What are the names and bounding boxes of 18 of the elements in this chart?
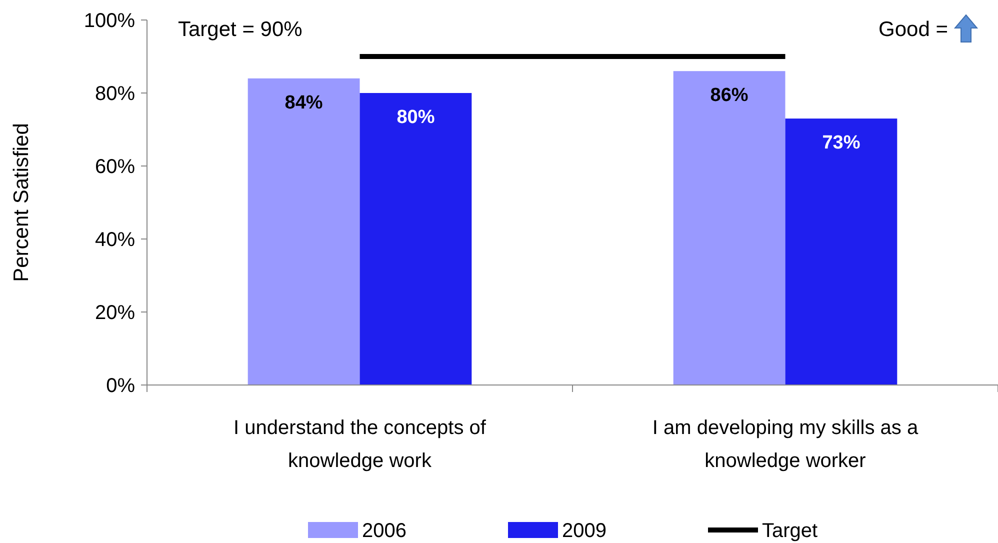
legend-label: Target [762,520,818,542]
y-tick-label: 40% [94,229,136,251]
y-axis-title: Percent Satisfied [10,123,33,282]
y-tick-label: 0% [106,375,136,397]
y-tick-label: 60% [94,156,136,178]
annotation: Target = 90% [178,18,302,41]
y-tick-label: 80% [94,83,136,105]
x-tick-label: I understand the concepts of knowledge work [234,417,486,472]
legend-label: 2009 [562,520,606,542]
legend-label: 2006 [362,520,406,542]
annotation: Good = [878,18,948,41]
data-label: 84% [284,92,323,114]
data-label: 80% [396,107,435,128]
y-tick-label: 100% [84,10,136,32]
data-label: 73% [822,132,860,154]
data-label: 86% [710,85,748,106]
y-tick-label: 20% [94,302,136,324]
x-tick-label: I am developing my skills as a knowledge worker [652,417,919,472]
